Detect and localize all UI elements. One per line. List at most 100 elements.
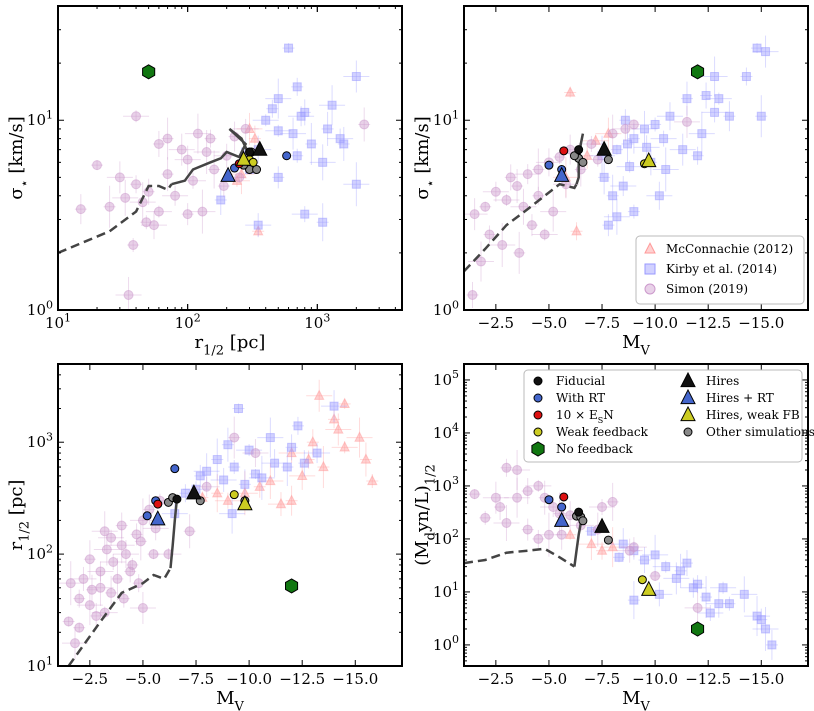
point-kirby <box>659 134 669 144</box>
legend-label-kirby: Kirby et al. (2014) <box>666 262 777 276</box>
point-kirby <box>756 111 766 121</box>
point-simon <box>650 570 661 581</box>
point-mcconnachie <box>296 469 308 481</box>
point-kirby <box>618 181 628 191</box>
point-simon <box>69 638 80 649</box>
point-kirby <box>714 599 724 609</box>
sim-no-feedback <box>285 578 299 594</box>
legend-label-hires: Hires <box>706 374 739 388</box>
point-simon <box>197 206 208 217</box>
x-tick-label: 103 <box>304 311 330 332</box>
point-simon <box>607 496 618 507</box>
x-tick-label: −2.5 <box>478 670 514 688</box>
point-simon <box>522 169 533 180</box>
point-kirby <box>227 509 237 519</box>
sim-other <box>578 157 588 167</box>
point-simon <box>469 489 480 500</box>
x-tick-label: −15.0 <box>332 670 378 688</box>
point-simon <box>490 186 501 197</box>
point-simon <box>681 116 692 127</box>
point-simon <box>533 164 544 175</box>
y-tick-label: 104 <box>433 421 459 442</box>
point-simon <box>522 486 533 497</box>
point-mcconnachie <box>254 480 266 491</box>
point-kirby <box>339 139 349 149</box>
axes-frame-p4 <box>463 363 809 667</box>
point-simon <box>141 217 152 228</box>
point-mcconnachie <box>313 389 325 400</box>
point-kirby <box>701 592 711 602</box>
point-kirby <box>761 624 771 634</box>
point-kirby <box>682 94 692 104</box>
point-simon <box>176 144 187 155</box>
point-kirby <box>282 462 292 472</box>
point-kirby <box>229 462 239 472</box>
point-kirby <box>642 142 652 152</box>
point-kirby <box>273 172 283 182</box>
point-kirby <box>351 72 361 82</box>
point-simon <box>201 147 212 158</box>
point-kirby <box>287 442 297 452</box>
sim-with-rt <box>142 511 152 521</box>
point-simon <box>556 529 567 540</box>
point-kirby <box>724 599 734 609</box>
point-simon <box>148 549 159 560</box>
legend-marker-hires-weak-fb <box>680 405 696 422</box>
sim-with-rt <box>557 502 567 512</box>
point-kirby <box>625 162 635 172</box>
y-tick-label: 103 <box>27 430 53 451</box>
legend-label-hires-weak-fb: Hires, weak FB <box>706 408 800 422</box>
point-kirby <box>693 579 703 589</box>
point-kirby <box>718 583 728 593</box>
x-tick-label: −5.0 <box>531 670 567 688</box>
point-kirby <box>265 433 275 443</box>
y-axis-label: σ⋆ [km/s] <box>6 116 32 199</box>
point-simon <box>131 179 142 190</box>
point-simon <box>229 432 240 443</box>
point-kirby <box>292 151 302 161</box>
point-kirby <box>697 129 707 139</box>
point-mcconnachie <box>286 446 297 458</box>
point-simon <box>201 481 212 492</box>
point-mcconnachie <box>607 540 618 552</box>
point-simon <box>123 289 134 300</box>
point-kirby <box>244 445 254 455</box>
point-kirby <box>710 72 720 82</box>
sim-fiducial <box>172 494 182 504</box>
sim-weak-fb <box>637 575 647 585</box>
point-simon <box>91 610 102 621</box>
x-axis-label: MV <box>216 688 244 711</box>
x-tick-label: −12.5 <box>685 314 731 332</box>
point-kirby <box>219 475 229 485</box>
point-simon <box>101 544 112 555</box>
point-simon <box>548 206 559 217</box>
point-kirby <box>678 145 688 155</box>
legend-marker-simon <box>644 283 656 295</box>
point-kirby <box>292 82 302 92</box>
point-simon <box>65 578 76 589</box>
sim-hires-weak-fb <box>237 494 253 511</box>
point-simon <box>467 289 478 300</box>
x-tick-label: −2.5 <box>72 670 108 688</box>
point-kirby <box>612 145 622 155</box>
x-tick-label: 102 <box>175 311 201 332</box>
point-simon <box>104 201 115 212</box>
sim-other <box>603 535 613 545</box>
legend-marker-fiducial <box>533 376 543 386</box>
point-mcconnachie <box>581 149 593 160</box>
y-tick-label: 101 <box>433 580 459 601</box>
point-simon <box>118 593 129 604</box>
x-axis-label: MV <box>622 688 650 711</box>
y-tick-label: 102 <box>27 542 53 563</box>
point-mcconnachie <box>354 431 365 442</box>
point-kirby <box>253 220 263 230</box>
point-simon <box>620 123 631 134</box>
point-kirby <box>665 111 675 121</box>
point-kirby <box>741 72 751 82</box>
point-kirby <box>752 43 762 53</box>
point-simon <box>240 123 251 134</box>
point-kirby <box>608 191 618 201</box>
point-simon <box>188 175 199 186</box>
y-tick-label: 102 <box>433 527 459 548</box>
point-kirby <box>329 401 339 411</box>
